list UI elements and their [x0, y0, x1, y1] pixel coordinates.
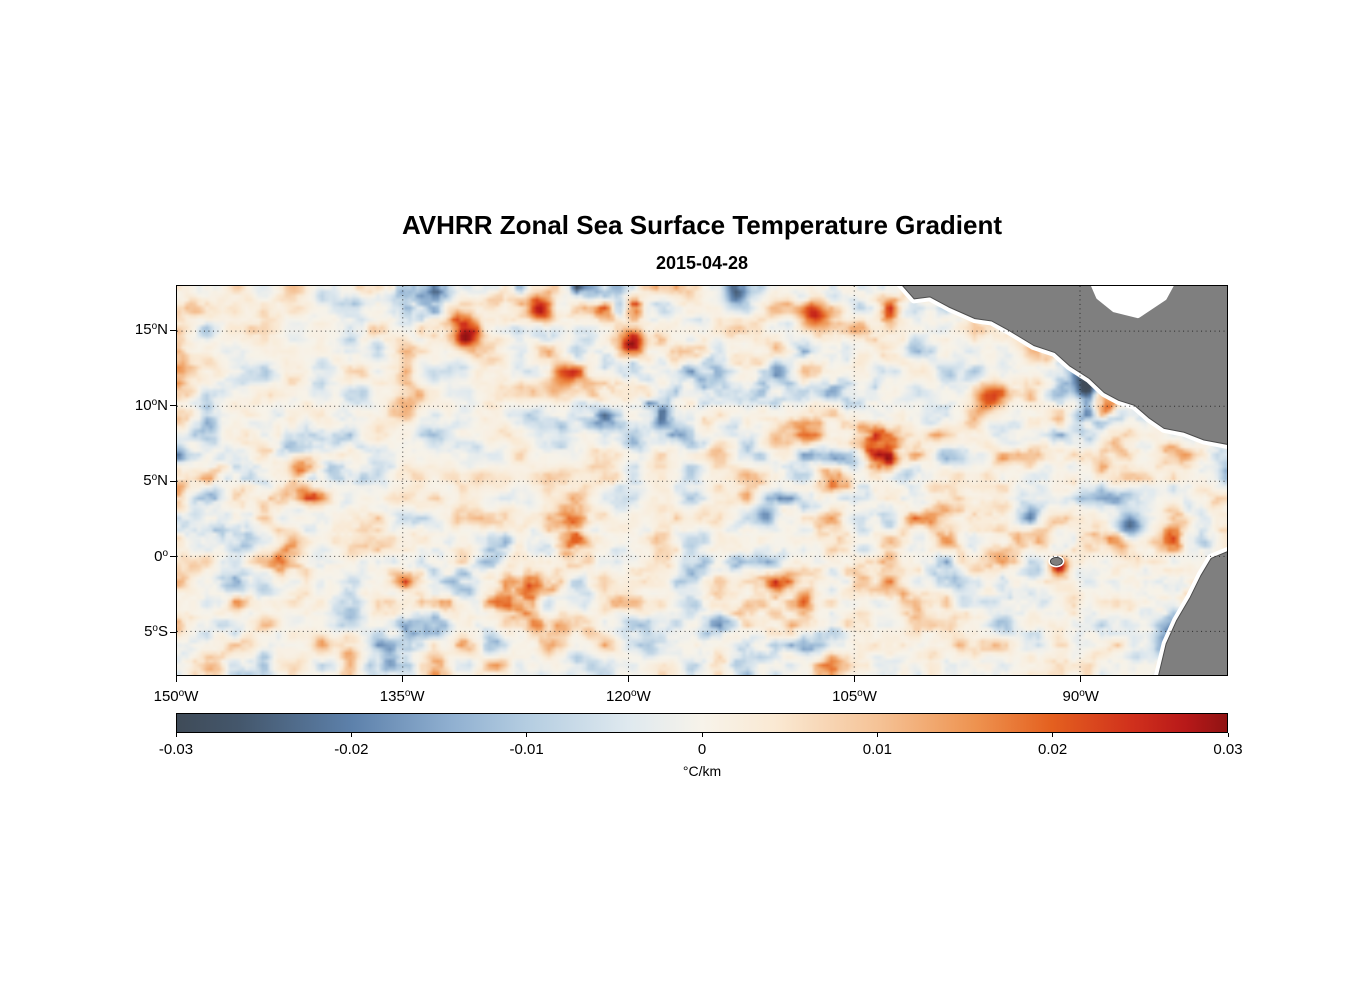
colorbar-tick-label: -0.01 — [509, 741, 544, 758]
lat-tick-label: 15oN — [134, 321, 168, 339]
colorbar-tick-mark — [701, 733, 703, 737]
colorbar-tick-mark — [350, 733, 352, 737]
figure-title: AVHRR Zonal Sea Surface Temperature Grad… — [401, 210, 1003, 240]
lat-tick-label: 5oN — [143, 472, 168, 490]
colorbar-tick-label: 0.03 — [1213, 741, 1243, 758]
colorbar-tick-label: 0 — [697, 741, 707, 758]
degree-symbol: o — [631, 688, 637, 699]
lon-tick-mark — [854, 676, 856, 682]
degree-symbol: o — [404, 688, 411, 699]
colorbar-tick-mark — [1052, 733, 1054, 737]
colorbar-tick-label: 0.01 — [862, 741, 892, 758]
land-overlay — [177, 286, 1227, 675]
land-central-america — [902, 286, 1227, 445]
water-caribbean-notch — [1090, 286, 1174, 319]
colorbar-tick-label: 0.02 — [1038, 741, 1068, 758]
lon-tick-mark — [627, 676, 629, 682]
degree-symbol: o — [151, 321, 158, 333]
colorbar-tick-mark — [526, 733, 528, 737]
lon-tick-label: 90oW — [1062, 688, 1099, 705]
degree-symbol: o — [151, 396, 158, 408]
lon-tick-mark — [175, 676, 177, 682]
lon-tick-label: 120oW — [605, 688, 651, 705]
island-galapagos — [1049, 557, 1063, 566]
land-south-america — [1158, 551, 1227, 675]
lon-tick-label: 150oW — [153, 688, 199, 705]
colorbar-tick-mark — [876, 733, 878, 737]
degree-symbol: o — [162, 547, 168, 559]
colorbar — [176, 713, 1228, 733]
lon-tick-label: 135oW — [379, 688, 425, 705]
degree-symbol: o — [152, 623, 158, 635]
figure-date: 2015-04-28 — [655, 253, 749, 273]
lon-tick-label: 105oW — [832, 688, 877, 705]
degree-symbol: o — [151, 472, 158, 484]
colorbar-tick-label: -0.02 — [334, 741, 369, 758]
degree-symbol: o — [178, 688, 185, 699]
lon-tick-mark — [1080, 676, 1082, 682]
map-plot — [176, 285, 1228, 676]
degree-symbol: o — [1079, 688, 1085, 699]
colorbar-unit-label: °C/km — [682, 763, 722, 779]
lon-tick-mark — [401, 676, 403, 682]
degree-symbol: o — [857, 688, 863, 699]
colorbar-tick-mark — [1227, 733, 1229, 737]
lat-tick-label: 10oN — [134, 396, 168, 414]
lat-tick-label: 5oS — [144, 623, 168, 641]
colorbar-tick-label: -0.03 — [158, 741, 194, 758]
colorbar-tick-mark — [175, 733, 177, 737]
lat-tick-label: 0o — [154, 547, 168, 565]
